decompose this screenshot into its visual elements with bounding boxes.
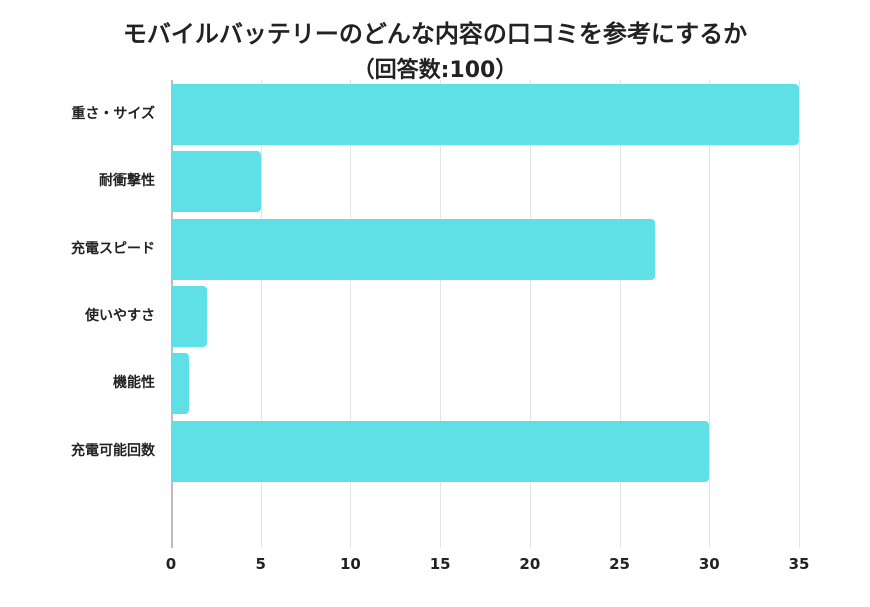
bar [171,353,189,414]
bar [171,421,710,482]
gridline [350,80,352,548]
category-label: 耐衝撃性 [99,173,155,189]
category-label: 機能性 [113,375,155,391]
x-tick-label: 30 [698,555,720,573]
gridline [440,80,442,548]
x-tick-label: 15 [429,555,451,573]
category-label: 使いやすさ [85,308,155,324]
chart-title: モバイルバッテリーのどんな内容の口コミを参考にするか [122,20,748,48]
x-tick-label: 25 [609,555,630,573]
chart-subtitle: （回答数:100） [352,58,518,83]
bar [171,286,207,347]
x-tick-label: 0 [165,555,177,573]
bar [171,151,261,212]
gridline [260,80,262,548]
x-tick-label: 10 [339,555,361,573]
plot-area [171,80,811,548]
x-tick-label: 5 [255,555,266,573]
x-tick-label: 35 [788,555,810,573]
gridline [619,80,621,548]
category-label: 充電スピード [71,241,155,257]
category-label: 充電可能回数 [71,443,155,459]
gridline [709,80,711,548]
gridline [799,80,800,548]
gridline [529,80,531,548]
bar [171,219,656,280]
category-label: 重さ・サイズ [71,106,155,122]
x-tick-label: 20 [519,555,541,573]
bar [171,84,799,145]
